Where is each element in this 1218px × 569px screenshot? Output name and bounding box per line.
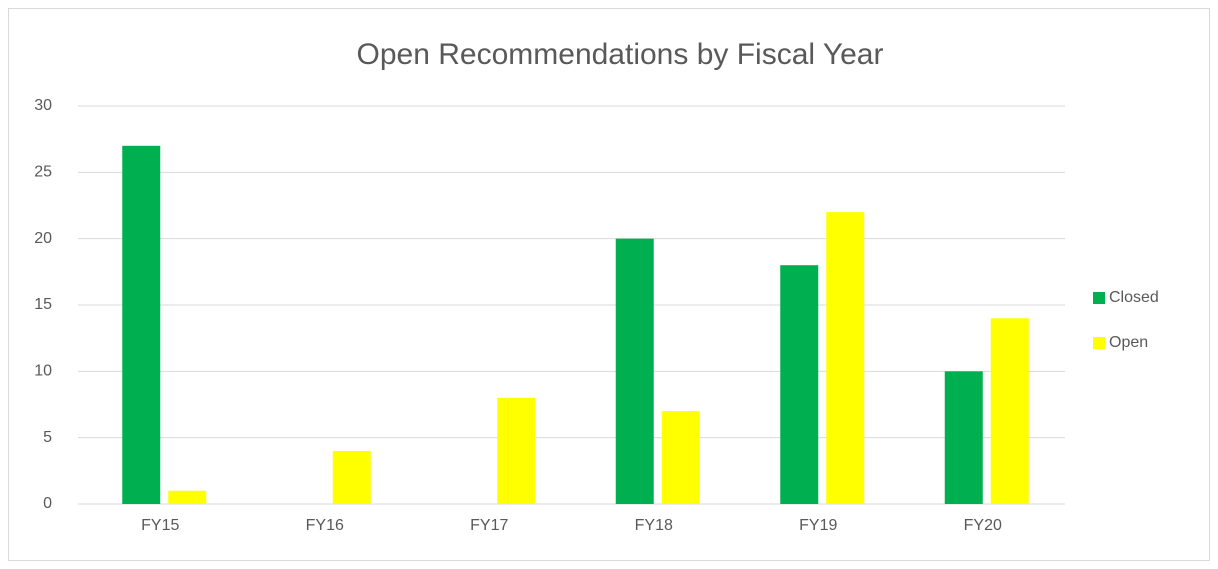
y-tick-label: 10 xyxy=(34,363,52,380)
chart-title: Open Recommendations by Fiscal Year xyxy=(357,38,884,71)
y-tick-label: 5 xyxy=(43,429,52,446)
bar xyxy=(944,371,983,504)
x-tick-label: FY15 xyxy=(141,517,179,534)
x-tick-label: FY19 xyxy=(799,517,837,534)
bar xyxy=(780,265,819,504)
bar xyxy=(990,318,1029,504)
y-tick-label: 30 xyxy=(34,97,52,114)
y-tick-label: 25 xyxy=(34,164,52,181)
x-tick-label: FY16 xyxy=(306,517,344,534)
bar xyxy=(661,411,700,504)
bar xyxy=(615,238,654,504)
legend-label: Closed xyxy=(1109,289,1159,306)
bar xyxy=(826,212,865,504)
x-tick-label: FY18 xyxy=(635,517,673,534)
y-tick-label: 15 xyxy=(34,296,52,313)
x-tick-label: FY17 xyxy=(470,517,508,534)
y-tick-label: 0 xyxy=(43,495,52,512)
legend-label: Open xyxy=(1109,334,1148,351)
y-tick-label: 20 xyxy=(34,230,52,247)
x-tick-label: FY20 xyxy=(964,517,1002,534)
legend-swatch xyxy=(1093,292,1105,304)
bar xyxy=(122,145,161,505)
bar xyxy=(168,490,207,504)
bar xyxy=(332,450,371,504)
chart-border xyxy=(8,8,1210,561)
legend-swatch xyxy=(1093,337,1105,349)
bar xyxy=(497,397,536,504)
